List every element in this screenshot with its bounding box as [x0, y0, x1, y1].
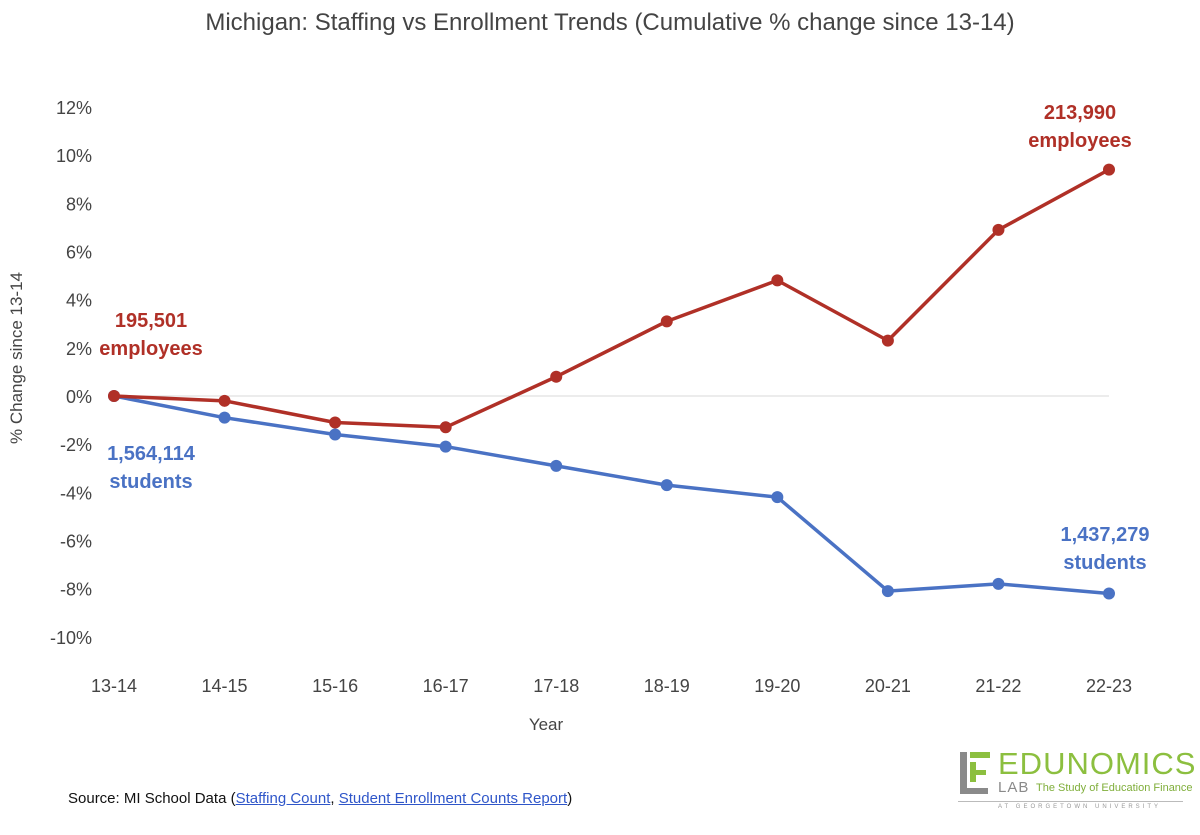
y-tick-label: 2% [66, 339, 92, 359]
staffing-count-link[interactable]: Staffing Count [235, 790, 331, 807]
students-point [881, 585, 894, 598]
employees-point [439, 421, 452, 434]
y-axis-ticks: -10% -8% -6% -4% -2% 0% 2% 4% 6% 8% 10% 12% [50, 98, 92, 648]
enrollment-report-link[interactable]: Student Enrollment Counts Report [338, 790, 568, 807]
x-axis-label: Year [529, 715, 564, 734]
employees-line [113, 168, 1110, 430]
students-point [660, 479, 673, 492]
series-students [108, 390, 1115, 600]
x-tick-label: 21-22 [975, 676, 1021, 696]
y-tick-label: -2% [60, 435, 92, 455]
edunomics-e-icon [960, 752, 990, 794]
employees-start-label: employees [99, 338, 202, 360]
students-point [992, 577, 1005, 590]
edunomics-logo: EDUNOMICS LAB The Study of Education Fin… [958, 746, 1195, 816]
x-axis-ticks: 13-14 14-15 15-16 16-17 17-18 18-19 19-20 20-21… [91, 676, 1132, 696]
x-tick-label: 18-19 [644, 676, 690, 696]
x-tick-label: 22-23 [1086, 676, 1132, 696]
source-separator: , [330, 790, 339, 807]
students-point [218, 411, 231, 424]
employees-point [881, 334, 894, 347]
y-tick-label: -4% [60, 483, 92, 503]
x-tick-label: 15-16 [312, 676, 358, 696]
employees-point [771, 274, 784, 287]
x-tick-label: 16-17 [423, 676, 469, 696]
annotations-layer: 195,501 employees 213,990 employees 1,564,11… [99, 102, 1149, 574]
employees-point [108, 390, 120, 402]
source-prefix: Source: MI School Data ( [68, 790, 236, 807]
source-note: Source: MI School Data (Staffing Count, … [68, 790, 572, 807]
employees-start-label: 195,501 [115, 310, 187, 332]
logo-lab: LAB [998, 779, 1030, 796]
logo-tagline: The Study of Education Finance [1036, 782, 1193, 794]
employees-point [329, 416, 342, 429]
x-tick-label: 14-15 [202, 676, 248, 696]
students-point [550, 459, 563, 472]
x-tick-label: 19-20 [754, 676, 800, 696]
y-tick-label: -6% [60, 532, 92, 552]
students-point [329, 428, 342, 441]
series-employees [108, 163, 1115, 434]
employees-point [1103, 163, 1115, 176]
y-tick-label: 10% [56, 146, 92, 166]
employees-end-label: 213,990 [1044, 102, 1116, 124]
y-axis-label: % Change since 13-14 [7, 272, 26, 444]
chart-title: Michigan: Staffing vs Enrollment Trends … [205, 9, 1014, 36]
y-tick-label: 0% [66, 387, 92, 407]
students-start-label: students [109, 471, 192, 493]
students-line [113, 394, 1110, 596]
employees-point [550, 370, 563, 383]
y-tick-label: 4% [66, 291, 92, 311]
x-tick-label: 17-18 [533, 676, 579, 696]
y-tick-label: 6% [66, 243, 92, 263]
students-start-label: 1,564,114 [107, 443, 196, 465]
students-end-label: students [1063, 552, 1146, 574]
employees-point [218, 394, 231, 407]
logo-divider [958, 801, 1183, 802]
source-suffix: ) [567, 790, 573, 807]
students-point [1103, 587, 1115, 600]
logo-subtitle: AT GEORGETOWN UNIVERSITY [998, 804, 1162, 810]
logo-wordmark: EDUNOMICS [998, 746, 1197, 781]
students-point [439, 440, 452, 453]
employees-point [660, 315, 673, 328]
y-tick-label: -8% [60, 580, 92, 600]
y-tick-label: 8% [66, 194, 92, 214]
employees-point [992, 223, 1005, 236]
employees-end-label: employees [1028, 130, 1131, 152]
x-tick-label: 13-14 [91, 676, 137, 696]
students-end-label: 1,437,279 [1061, 524, 1150, 546]
x-tick-label: 20-21 [865, 676, 911, 696]
y-tick-label: -10% [50, 628, 92, 648]
y-tick-label: 12% [56, 98, 92, 118]
students-point [771, 491, 784, 504]
series-layer [108, 163, 1115, 600]
